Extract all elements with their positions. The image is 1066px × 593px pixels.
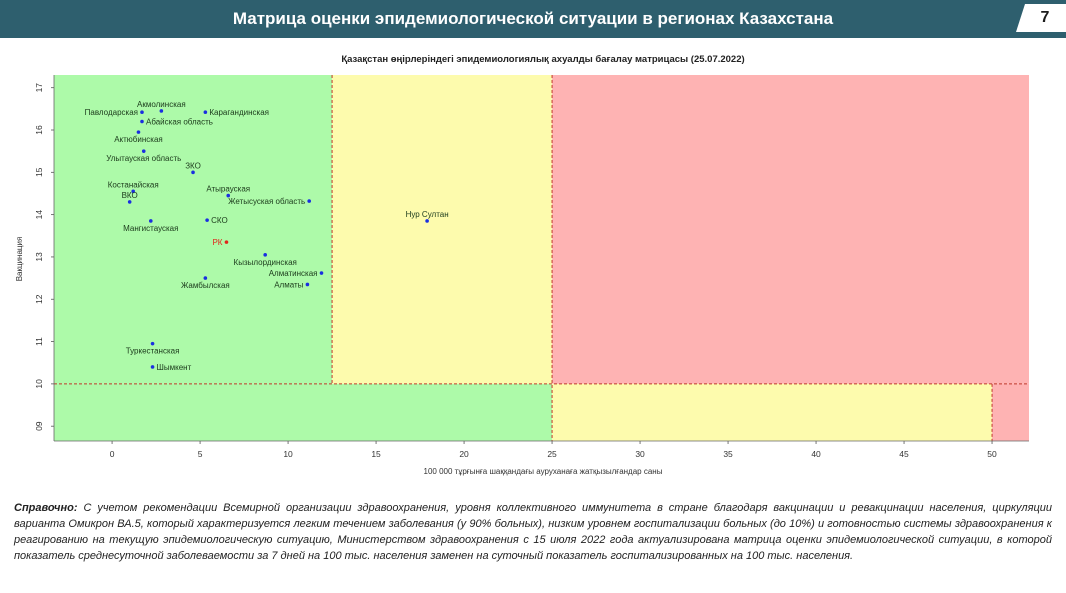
data-point-label: Жамбылская [181, 281, 230, 290]
data-point-label: ВКО [122, 191, 138, 200]
data-point [150, 341, 155, 346]
plot-area: 0 5 10 15 20 25 30 35 40 45 50 09 10 11 12 13 14 15 16 17 Ак… [34, 75, 1029, 459]
data-point [141, 149, 146, 153]
data-point [425, 219, 429, 223]
data-point-label: Атырауская [206, 185, 250, 194]
data-point [127, 200, 132, 204]
data-point [159, 109, 164, 113]
y-tick-label: 13 [34, 252, 44, 262]
page-number: 7 [1040, 9, 1050, 26]
data-point [203, 110, 208, 115]
zone-green-upper [54, 75, 333, 384]
header-bar [0, 0, 1066, 38]
y-tick-label: 11 [34, 337, 44, 346]
data-point-label: СКО [211, 216, 228, 225]
data-point-label: Алматинская [269, 269, 318, 278]
data-point-label: Шымкент [157, 363, 192, 372]
data-point-label: Жетысуская область [228, 197, 305, 206]
data-point [191, 170, 195, 175]
x-tick-label: 50 [987, 449, 997, 459]
x-tick-label: 45 [899, 449, 909, 459]
x-tick-label: 10 [283, 449, 293, 459]
data-point-label: Абайская область [146, 118, 213, 127]
data-point-label: ЗКО [185, 161, 201, 170]
data-point [148, 219, 153, 223]
page-number-tab [1016, 4, 1066, 32]
x-tick-label: 20 [459, 449, 469, 459]
data-point-label: Павлодарская [85, 108, 138, 117]
data-point [226, 193, 231, 198]
data-point-label: РК [212, 238, 222, 247]
data-point-label: Акмолинская [137, 100, 186, 109]
note-lead: Справочно: [14, 502, 78, 514]
zone-red-lower [992, 383, 1029, 441]
data-point-label: Актюбинская [114, 135, 163, 144]
zone-green-lower [54, 383, 553, 441]
note-text: С учетом рекомендации Всемирной организа… [14, 502, 1052, 562]
data-point [205, 218, 209, 222]
x-tick-label: 40 [811, 449, 821, 459]
data-point [263, 253, 267, 257]
x-tick-label: 35 [723, 449, 733, 459]
zone-yellow-upper [332, 75, 553, 384]
x-axis-label: 100 000 тұрғынға шаққандағы ауруханаға ж… [424, 467, 663, 476]
y-axis-label: Вакцинация [15, 237, 24, 282]
data-point [131, 189, 135, 194]
y-tick-label: 12 [34, 294, 44, 304]
page-title: Матрица оценки эпидемиологической ситуац… [232, 9, 834, 28]
data-point [319, 271, 324, 275]
x-tick-label: 15 [371, 449, 381, 459]
y-tick-label: 10 [34, 379, 44, 389]
y-tick-label: 17 [34, 83, 44, 93]
data-point-label: Нур Султан [406, 210, 449, 219]
data-point-label: Мангистауская [123, 224, 178, 233]
x-tick-label: 30 [635, 449, 645, 459]
data-point [140, 119, 144, 124]
data-point [150, 365, 155, 369]
data-point [136, 130, 141, 134]
data-point-label: Костанайская [108, 180, 159, 189]
data-point [140, 110, 144, 115]
data-point [203, 276, 208, 280]
y-tick-label: 15 [34, 167, 44, 177]
data-point [224, 240, 229, 244]
data-point [307, 199, 311, 203]
chart-title: Қазақстан өңірлеріндегі эпидемиологиялық… [341, 54, 744, 65]
data-point [305, 282, 310, 287]
reference-note: Справочно: С учетом рекомендации Всемирн… [14, 500, 1052, 564]
data-point-label: Кызылординская [234, 258, 297, 267]
data-point-label: Карагандинская [209, 108, 269, 117]
y-tick-label: 09 [34, 421, 44, 431]
x-tick-label: 0 [110, 449, 115, 459]
data-point-label: Улытауская область [106, 154, 181, 163]
data-point-label: Туркестанская [126, 347, 180, 356]
data-point-label: Алматы [274, 280, 303, 289]
y-tick-label: 16 [34, 125, 44, 135]
x-tick-label: 5 [198, 449, 203, 459]
scatter-chart: Қазақстан өңірлеріндегі эпидемиологиялық… [15, 54, 1029, 476]
zone-yellow-lower [552, 383, 993, 441]
x-tick-label: 25 [547, 449, 557, 459]
zone-red-upper [552, 75, 1029, 384]
y-tick-label: 14 [34, 210, 44, 220]
